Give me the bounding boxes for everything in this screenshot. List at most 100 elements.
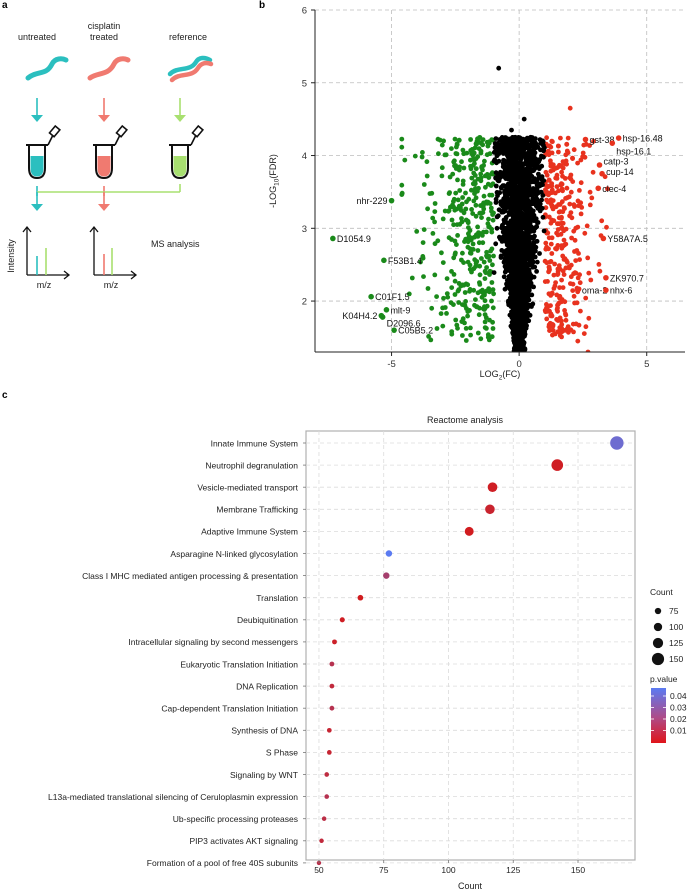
volcano-labeled-point	[575, 287, 581, 293]
reactome-category-label: S Phase	[266, 748, 298, 758]
volcano-gene-label: gst-38	[589, 135, 614, 145]
volcano-point-down	[424, 173, 430, 179]
reactome-category-label: Formation of a pool of free 40S subunits	[147, 858, 298, 868]
reactome-x-ticks: 50 75 100 125 150	[314, 860, 585, 875]
volcano-point-down	[468, 325, 473, 331]
volcano-point-ns	[516, 203, 521, 209]
volcano-point-down	[489, 226, 494, 232]
volcano-point-down	[427, 191, 433, 197]
volcano-point-up	[558, 216, 564, 221]
volcano-point-ns	[498, 169, 503, 175]
volcano-point-down	[429, 305, 435, 311]
volcano-point-ns	[500, 235, 506, 240]
spectrum-treated	[89, 225, 138, 280]
volcano-point-down	[452, 136, 458, 142]
volcano-gene-label: oma-2	[582, 286, 608, 296]
arrow-treated-icon	[98, 98, 110, 122]
volcano-point-ns	[537, 201, 543, 207]
volcano-point-down	[477, 272, 483, 278]
legend-size-dot	[652, 637, 664, 649]
volcano-point-ns	[498, 185, 504, 191]
panel-b-letter: b	[259, 0, 265, 11]
volcano-point-down	[479, 294, 485, 300]
volcano-point-ns	[494, 214, 500, 220]
volcano-point-ns	[530, 208, 536, 214]
volcano-point-up	[583, 141, 589, 147]
volcano-point-down	[473, 297, 478, 302]
volcano-point-ns	[529, 173, 534, 179]
volcano-point-up	[546, 324, 552, 330]
volcano-labeled-point	[391, 327, 397, 333]
volcano-labeled-point	[603, 274, 609, 281]
reactome-category-label: Class I MHC mediated antigen processing …	[82, 571, 298, 581]
spectrum-x-label-2: m/z	[104, 280, 119, 290]
volcano-labeled-point	[603, 287, 609, 293]
volcano-point-ns	[518, 230, 524, 236]
volcano-point-ns	[526, 288, 532, 293]
volcano-point-ns	[507, 312, 513, 318]
volcano-point-down	[460, 182, 466, 187]
volcano-point-ns	[504, 225, 510, 231]
legend-size-label: 75	[669, 606, 679, 616]
volcano-point-down	[484, 253, 489, 259]
volcano-point-up	[576, 251, 581, 256]
volcano-point-ns	[522, 143, 528, 149]
volcano-point-down	[399, 144, 405, 150]
volcano-point-ns	[528, 217, 534, 222]
volcano-point-down	[426, 334, 431, 339]
legend-color-tick-label: 0.03	[670, 703, 687, 713]
volcano-point-ns	[511, 264, 517, 270]
volcano-point-up	[586, 315, 592, 321]
volcano-point-up	[558, 163, 564, 169]
volcano-point-up	[558, 135, 563, 141]
volcano-point-up	[551, 218, 557, 224]
volcano-point-down	[466, 196, 472, 202]
volcano-point-up	[578, 180, 584, 186]
volcano-point-up	[580, 150, 586, 156]
volcano-point-ns	[517, 189, 523, 195]
volcano-point-down	[490, 170, 495, 176]
volcano-point-ns	[507, 172, 513, 178]
volcano-point-ns	[515, 333, 520, 339]
legend-pvalue-title: p.value	[650, 674, 678, 684]
volcano-point-ns	[497, 175, 503, 181]
volcano-point-ns	[509, 141, 515, 146]
volcano-point-down	[475, 154, 481, 160]
volcano-point-ns	[535, 220, 540, 225]
volcano-point-down	[460, 250, 465, 256]
volcano-point-up	[549, 203, 555, 208]
volcano-point-up	[562, 299, 568, 305]
volcano-point-ns	[527, 270, 532, 276]
volcano-point-up	[575, 160, 580, 166]
volcano-point-down	[470, 211, 476, 217]
volcano-point-ns	[515, 278, 521, 284]
volcano-points	[399, 65, 610, 352]
volcano-point-down	[475, 290, 481, 296]
volcano-point-up	[599, 218, 605, 224]
volcano-point-down	[471, 287, 477, 293]
volcano-point-ns	[512, 285, 518, 291]
volcano-point-up	[577, 280, 583, 286]
volcano-point-up	[548, 293, 554, 298]
volcano-point-up	[575, 338, 581, 344]
volcano-point-ns	[522, 275, 528, 281]
volcano-point-ns	[498, 149, 503, 154]
volcano-point-ns	[521, 167, 527, 173]
volcano-point-ns	[540, 214, 546, 220]
volcano-point-up	[590, 169, 596, 175]
reactome-x-label: Count	[458, 881, 483, 891]
volcano-point-down	[481, 206, 487, 212]
volcano-point-up	[546, 269, 551, 275]
reactome-point	[326, 750, 332, 755]
volcano-point-down	[460, 282, 465, 288]
volcano-point-down	[450, 202, 455, 208]
reactome-category-labels: Innate Immune System Neutrophil degranula…	[48, 438, 306, 868]
volcano-point-down	[479, 202, 485, 208]
volcano-point-ns	[519, 342, 525, 348]
volcano-point-down	[421, 182, 427, 187]
volcano-point-up	[581, 331, 587, 336]
volcano-point-up	[570, 179, 576, 185]
volcano-point-down	[465, 218, 471, 224]
